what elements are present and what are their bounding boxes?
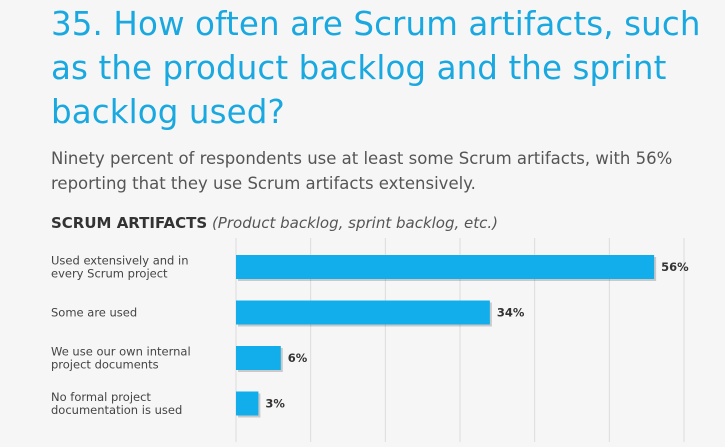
category-label: every Scrum project bbox=[51, 267, 168, 281]
bar bbox=[236, 391, 259, 416]
chart-subtitle: (Product backlog, sprint backlog, etc.) bbox=[211, 214, 499, 232]
bar bbox=[236, 346, 281, 370]
category-label: documentation is used bbox=[51, 403, 182, 417]
data-label: 3% bbox=[265, 397, 285, 411]
bar bbox=[236, 300, 490, 325]
category-label: We use our own internal bbox=[51, 345, 191, 359]
category-label: project documents bbox=[51, 358, 159, 372]
data-label: 34% bbox=[497, 306, 525, 320]
page-description: Ninety percent of respondents use at lea… bbox=[51, 149, 673, 193]
data-label: 56% bbox=[661, 260, 689, 274]
data-label: 6% bbox=[288, 351, 308, 365]
category-label: No formal project bbox=[51, 390, 151, 404]
category-label: Some are used bbox=[51, 306, 137, 320]
chart-title: SCRUM ARTIFACTS bbox=[51, 214, 208, 232]
bar bbox=[236, 255, 655, 279]
chart-heading: SCRUM ARTIFACTS (Product backlog, sprint… bbox=[51, 214, 498, 232]
category-label: Used extensively and in bbox=[51, 254, 189, 268]
page-title: 35. How often are Scrum artifacts, such … bbox=[51, 5, 701, 131]
